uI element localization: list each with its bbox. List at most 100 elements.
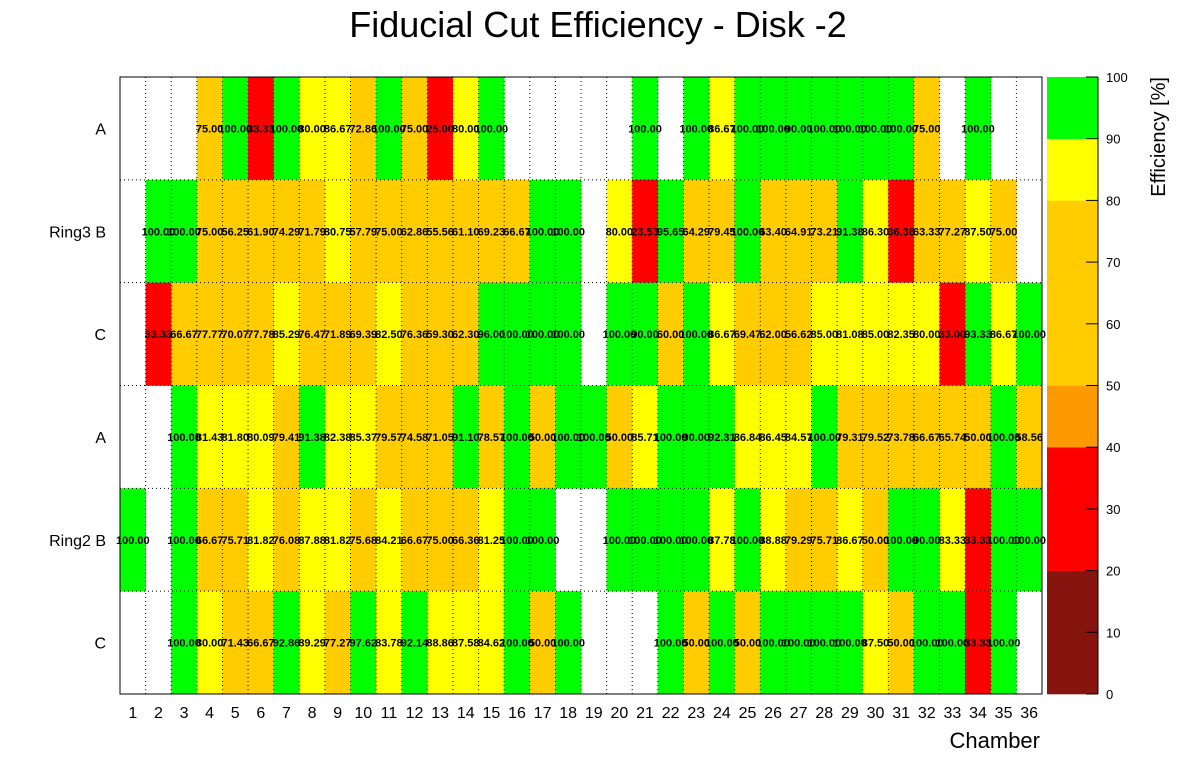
heatmap-cell <box>350 179 377 283</box>
heatmap-cell <box>529 282 556 386</box>
heatmap-cell <box>504 179 531 283</box>
heatmap-cell <box>811 385 838 489</box>
cell-value-label: 86.67 <box>836 535 864 547</box>
x-tick-label: 29 <box>841 705 859 722</box>
cell-value-label: 90.00 <box>785 123 813 135</box>
x-tick-label: 31 <box>892 705 910 722</box>
heatmap-cell <box>376 591 403 695</box>
colorbar-tick-label: 90 <box>1106 132 1120 147</box>
cell-value-label: 87.78 <box>708 535 736 547</box>
heatmap-cell <box>632 179 659 283</box>
cell-value-label: 100.00 <box>705 638 739 650</box>
cell-value-label: 100.00 <box>731 123 765 135</box>
heatmap-cell <box>683 488 710 592</box>
heatmap-cell <box>299 282 326 386</box>
heatmap-cell <box>683 282 710 386</box>
cell-value-label: 85.37 <box>350 432 378 444</box>
cell-value-label: 100.00 <box>577 432 611 444</box>
cell-value-label: 92.86 <box>273 638 301 650</box>
heatmap-cell <box>811 488 838 592</box>
heatmap-cell <box>376 282 403 386</box>
heatmap-cell <box>837 77 864 181</box>
y-axis-label: A <box>95 430 106 447</box>
cell-value-label: 62.86 <box>401 226 429 238</box>
heatmap-cell <box>222 77 249 181</box>
cell-value-label: 75.00 <box>196 226 224 238</box>
cell-value-label: 100.00 <box>500 535 534 547</box>
heatmap-cell <box>324 179 351 283</box>
cell-value-label: 60.00 <box>657 329 685 341</box>
heatmap-cell <box>760 179 787 283</box>
cell-value-label: 100.00 <box>116 535 150 547</box>
heatmap-cells <box>120 77 1043 695</box>
heatmap-cell <box>299 488 326 592</box>
heatmap-cell <box>222 488 249 592</box>
cell-value-label: 100.00 <box>500 638 534 650</box>
heatmap-cell <box>452 488 479 592</box>
cell-value-label: 66.67 <box>401 535 429 547</box>
cell-value-label: 61.10 <box>452 226 480 238</box>
heatmap-cell <box>376 179 403 283</box>
x-tick-label: 35 <box>995 705 1013 722</box>
cell-value-label: 75.00 <box>913 123 941 135</box>
heatmap-cell <box>350 385 377 489</box>
heatmap-cell <box>324 385 351 489</box>
cell-value-label: 50.00 <box>734 638 762 650</box>
cell-value-label: 100.00 <box>987 638 1021 650</box>
heatmap-cell <box>683 591 710 695</box>
heatmap-cell <box>606 179 633 283</box>
cell-value-label: 92.14 <box>401 638 429 650</box>
heatmap-cell <box>350 282 377 386</box>
heatmap-cell <box>990 179 1017 283</box>
heatmap-cell <box>888 179 915 283</box>
plot-frame <box>119 76 1043 695</box>
x-tick-label: 33 <box>943 705 961 722</box>
heatmap-cell <box>760 591 787 695</box>
heatmap-cell <box>222 591 249 695</box>
heatmap-cell <box>990 282 1017 386</box>
cell-value-label: 58.56 <box>1015 432 1043 444</box>
heatmap-cell <box>196 488 223 592</box>
x-axis-ticks: 1 2 3 4 5 6 7 8 9 10 11 12 13 14 15 16 17 18 19 20 21 22 23 24 2… <box>128 705 1038 722</box>
cell-value-label: 91.38 <box>836 226 864 238</box>
x-tick-label: 24 <box>713 705 731 722</box>
heatmap-cell <box>427 179 454 283</box>
cell-value-label: 100.00 <box>500 432 534 444</box>
cell-value-label: 84.57 <box>785 432 813 444</box>
heatmap-cell <box>248 179 274 283</box>
cell-value-label: 62.30 <box>452 329 480 341</box>
cell-value-label: 92.31 <box>708 432 736 444</box>
x-tick-label: 11 <box>381 705 398 722</box>
cell-value-label: 66.67 <box>503 226 531 238</box>
heatmap-cell <box>734 488 761 592</box>
cell-value-label: 100.00 <box>167 226 201 238</box>
cell-value-label: 87.88 <box>298 535 326 547</box>
heatmap-cell <box>990 488 1017 592</box>
heatmap-cell <box>248 488 274 592</box>
heatmap-cell <box>657 591 684 695</box>
cell-value-label: 85.71 <box>631 432 659 444</box>
heatmap-cell <box>248 282 274 386</box>
heatmap-cell <box>939 488 966 592</box>
x-tick-label: 15 <box>482 705 500 722</box>
cell-value-label: 86.67 <box>708 329 736 341</box>
x-tick-label: 19 <box>585 705 603 722</box>
x-tick-label: 12 <box>406 705 424 722</box>
heatmap-cell <box>862 488 889 592</box>
cell-value-label: 85.00 <box>811 329 839 341</box>
cell-value-label: 100.00 <box>603 329 637 341</box>
cell-value-label: 76.08 <box>273 535 301 547</box>
y-axis-label: C <box>94 636 106 653</box>
cell-value-label: 100.00 <box>628 535 662 547</box>
heatmap-cell <box>939 179 966 283</box>
heatmap-cell <box>785 282 812 386</box>
heatmap-cell <box>913 77 940 181</box>
x-tick-label: 13 <box>431 705 449 722</box>
cell-value-label: 86.45 <box>759 432 787 444</box>
x-tick-label: 36 <box>1020 705 1038 722</box>
x-tick-label: 6 <box>256 705 265 722</box>
x-tick-label: 25 <box>739 705 757 722</box>
cell-value-label: 56.25 <box>221 226 249 238</box>
colorbar-segment <box>1047 138 1098 201</box>
cell-value-label: 75.00 <box>990 226 1018 238</box>
